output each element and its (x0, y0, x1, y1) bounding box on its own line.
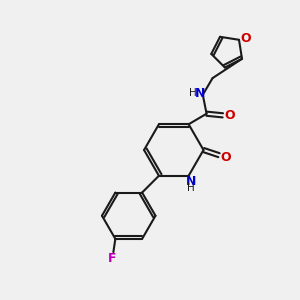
Text: O: O (240, 32, 251, 45)
Text: H: H (188, 88, 196, 98)
Text: H: H (187, 183, 195, 193)
Text: N: N (186, 175, 196, 188)
Text: O: O (224, 110, 235, 122)
Text: F: F (108, 252, 117, 265)
Text: O: O (220, 151, 230, 164)
Text: N: N (195, 87, 206, 100)
